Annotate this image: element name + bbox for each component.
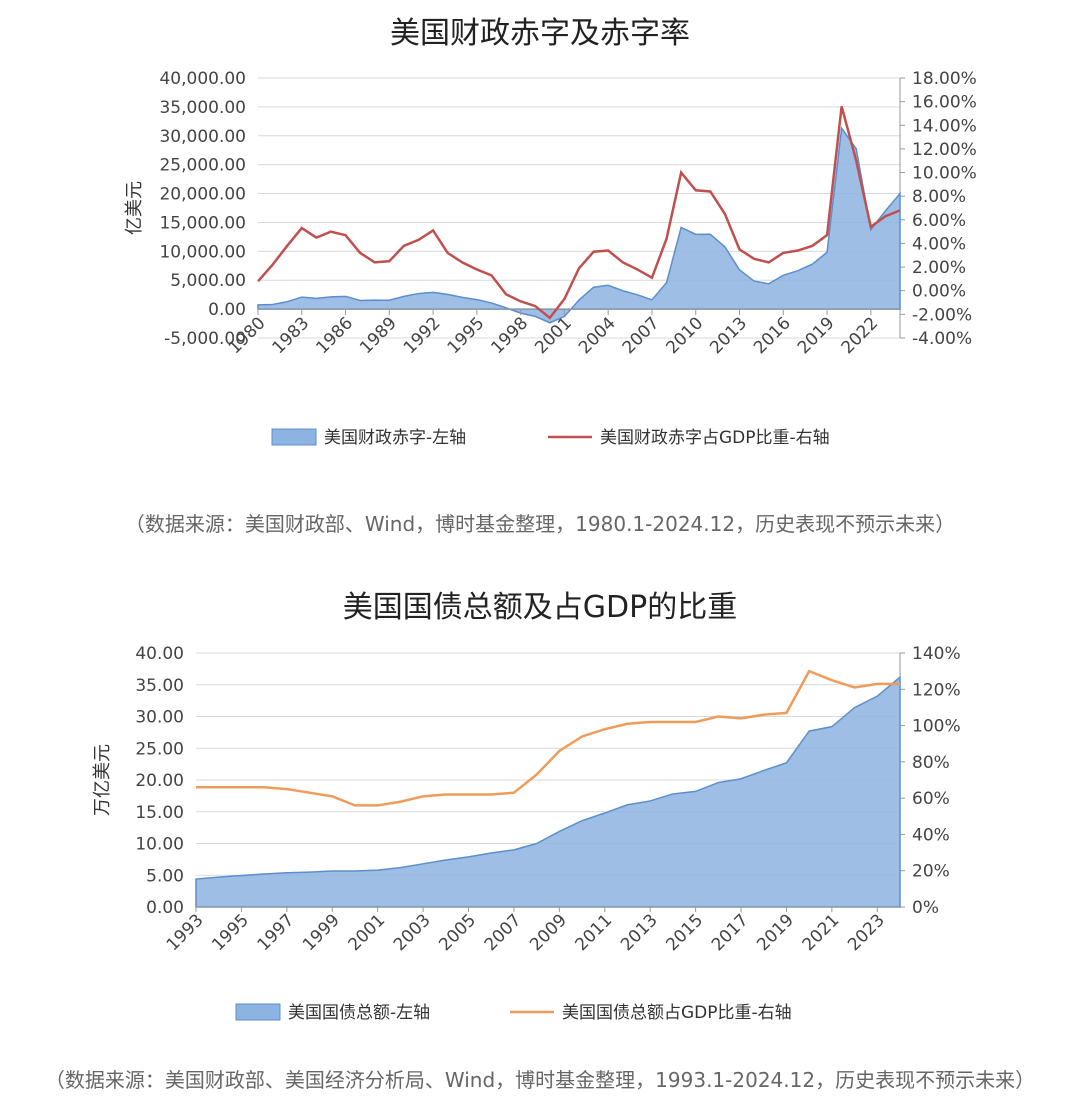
chart2-y-tick-label: 5.00: [146, 866, 184, 886]
chart2-x-tick-label: 2009: [526, 910, 571, 955]
chart2-y2-tick-label: 0%: [912, 898, 939, 918]
chart1-legend-area-swatch: [271, 428, 317, 446]
chart2-title: 美国国债总额及占GDP的比重: [342, 590, 738, 625]
chart1-y2-tick-label: 12.00%: [912, 140, 977, 160]
chart1-y2-tick-label: 18.00%: [912, 69, 977, 89]
chart2-x-tick-label: 2019: [753, 910, 798, 955]
chart1-x-tick-label: 1992: [400, 313, 445, 358]
chart1-y-tick-label: 15,000.00: [159, 213, 246, 233]
chart2-legend-area-swatch: [235, 1003, 281, 1021]
chart2-y-axis-title: 万亿美元: [92, 744, 113, 816]
chart2-x-tick-label: 2001: [344, 910, 389, 955]
chart1-y2-tick-label: -2.00%: [912, 305, 972, 325]
chart1-legend-line-label: 美国财政赤字占GDP比重-右轴: [600, 428, 830, 448]
chart1-y-tick-label: 40,000.00: [159, 69, 246, 89]
chart1-y-tick-label: 0.00: [208, 300, 246, 320]
chart1-x-tick-label: 1995: [444, 313, 489, 358]
chart1-y2-tick-label: 4.00%: [912, 234, 966, 254]
chart1-y2-tick-label: 16.00%: [912, 93, 977, 113]
chart1-source: （数据来源：美国财政部、Wind，博时基金整理，1980.1-2024.12，历…: [124, 512, 956, 536]
chart1-x-tick-label: 2019: [794, 313, 839, 358]
chart1-svg: -5,000.00 0.00 5,000.00 10,000.00 15,000.00 2…: [124, 69, 977, 448]
chart2-x-tick-label: 2017: [708, 910, 753, 955]
chart2-y2-tick-label: 140%: [912, 644, 961, 664]
chart1-y2-tick-label: 8.00%: [912, 187, 966, 207]
chart1-y-tick-label: 25,000.00: [159, 156, 246, 176]
chart1-y-tick-label: 10,000.00: [159, 242, 246, 262]
chart1-y2-tick-label: 0.00%: [912, 282, 966, 302]
chart2-x-tick-label: 2023: [844, 910, 889, 955]
chart2-line-series: [196, 669, 900, 807]
chart1-x-tick-label: 2016: [750, 313, 795, 358]
chart1-y-tick-label: -5,000.00: [164, 329, 246, 349]
chart2-y2-tick-label: 20%: [912, 862, 950, 882]
chart1-x-tick-label: 2007: [619, 313, 664, 358]
chart2-x-tick-label: 1997: [254, 910, 299, 955]
chart1-area-series: [257, 126, 901, 324]
chart1-line-series: [257, 106, 901, 320]
chart2-x-tick-label: 2007: [481, 910, 526, 955]
chart1-x-tick-label: 1989: [356, 313, 401, 358]
chart2-x-tick-label: 1999: [299, 910, 344, 955]
chart2-x-tick-label: 2011: [572, 910, 617, 955]
chart2-y-tick-label: 15.00: [135, 803, 184, 823]
chart2-y-tick-label: 40.00: [135, 644, 184, 664]
chart2-y-tick-label: 25.00: [135, 739, 184, 759]
chart1-y-tick-label: 30,000.00: [159, 127, 246, 147]
chart1-x-tick-label: 2010: [663, 313, 708, 358]
chart1-legend-area-label: 美国财政赤字-左轴: [324, 428, 466, 448]
chart1-x-tick-label: 1986: [312, 313, 357, 358]
chart2-x-tick-label: 2021: [799, 910, 844, 955]
chart1-y2-tick-label: 6.00%: [912, 211, 966, 231]
chart2-y2-tick-label: 40%: [912, 825, 950, 845]
chart1-y-axis-title: 亿美元: [124, 181, 145, 235]
chart2-y2-tick-label: 60%: [912, 789, 950, 809]
chart1-title: 美国财政赤字及赤字率: [390, 16, 690, 51]
chart2-x-tick-label: 2005: [435, 910, 480, 955]
chart2-area-series: [195, 675, 901, 908]
chart2-x-tick-label: 1995: [208, 910, 253, 955]
chart2-y-tick-label: 10.00: [135, 835, 184, 855]
chart1-x-tick-label: 1983: [269, 313, 314, 358]
chart2-y2-tick-label: 120%: [912, 680, 961, 700]
chart1-y2-tick-label: -4.00%: [912, 329, 972, 349]
chart1-y2-tick-label: 10.00%: [912, 164, 977, 184]
chart2-x-tick-label: 2013: [617, 910, 662, 955]
chart2-y2-tick-label: 80%: [912, 753, 950, 773]
chart1-y-tick-label: 35,000.00: [159, 98, 246, 118]
chart1-y2-tick-label: 14.00%: [912, 116, 977, 136]
chart2-y-tick-label: 30.00: [135, 708, 184, 728]
chart2-source: （数据来源：美国财政部、美国经济分析局、Wind，博时基金整理，1993.1-2…: [44, 1068, 1036, 1092]
chart1-x-tick-label: 1998: [487, 313, 532, 358]
chart2-svg: 0.00 5.00 10.00 15.00 20.00 25.00 30.00 35.00 40…: [92, 644, 961, 1023]
chart2-y-tick-label: 20.00: [135, 771, 184, 791]
chart2-y-tick-label: 0.00: [146, 898, 184, 918]
chart2-legend-line-label: 美国国债总额占GDP比重-右轴: [562, 1003, 792, 1023]
chart1-y-tick-label: 5,000.00: [170, 271, 246, 291]
chart1-x-tick-label: 2004: [575, 313, 620, 358]
chart2-legend-area-label: 美国国债总额-左轴: [288, 1003, 430, 1023]
chart2-y-tick-label: 35.00: [135, 676, 184, 696]
chart2-x-tick-label: 2003: [390, 910, 435, 955]
chart1-x-tick-label: 2022: [838, 313, 883, 358]
chart2-y2-tick-label: 100%: [912, 717, 961, 737]
chart2-x-tick-label: 2015: [662, 910, 707, 955]
chart1-x-tick-label: 2013: [706, 313, 751, 358]
chart1-y2-tick-label: 2.00%: [912, 258, 966, 278]
chart1-y-tick-label: 20,000.00: [159, 185, 246, 205]
